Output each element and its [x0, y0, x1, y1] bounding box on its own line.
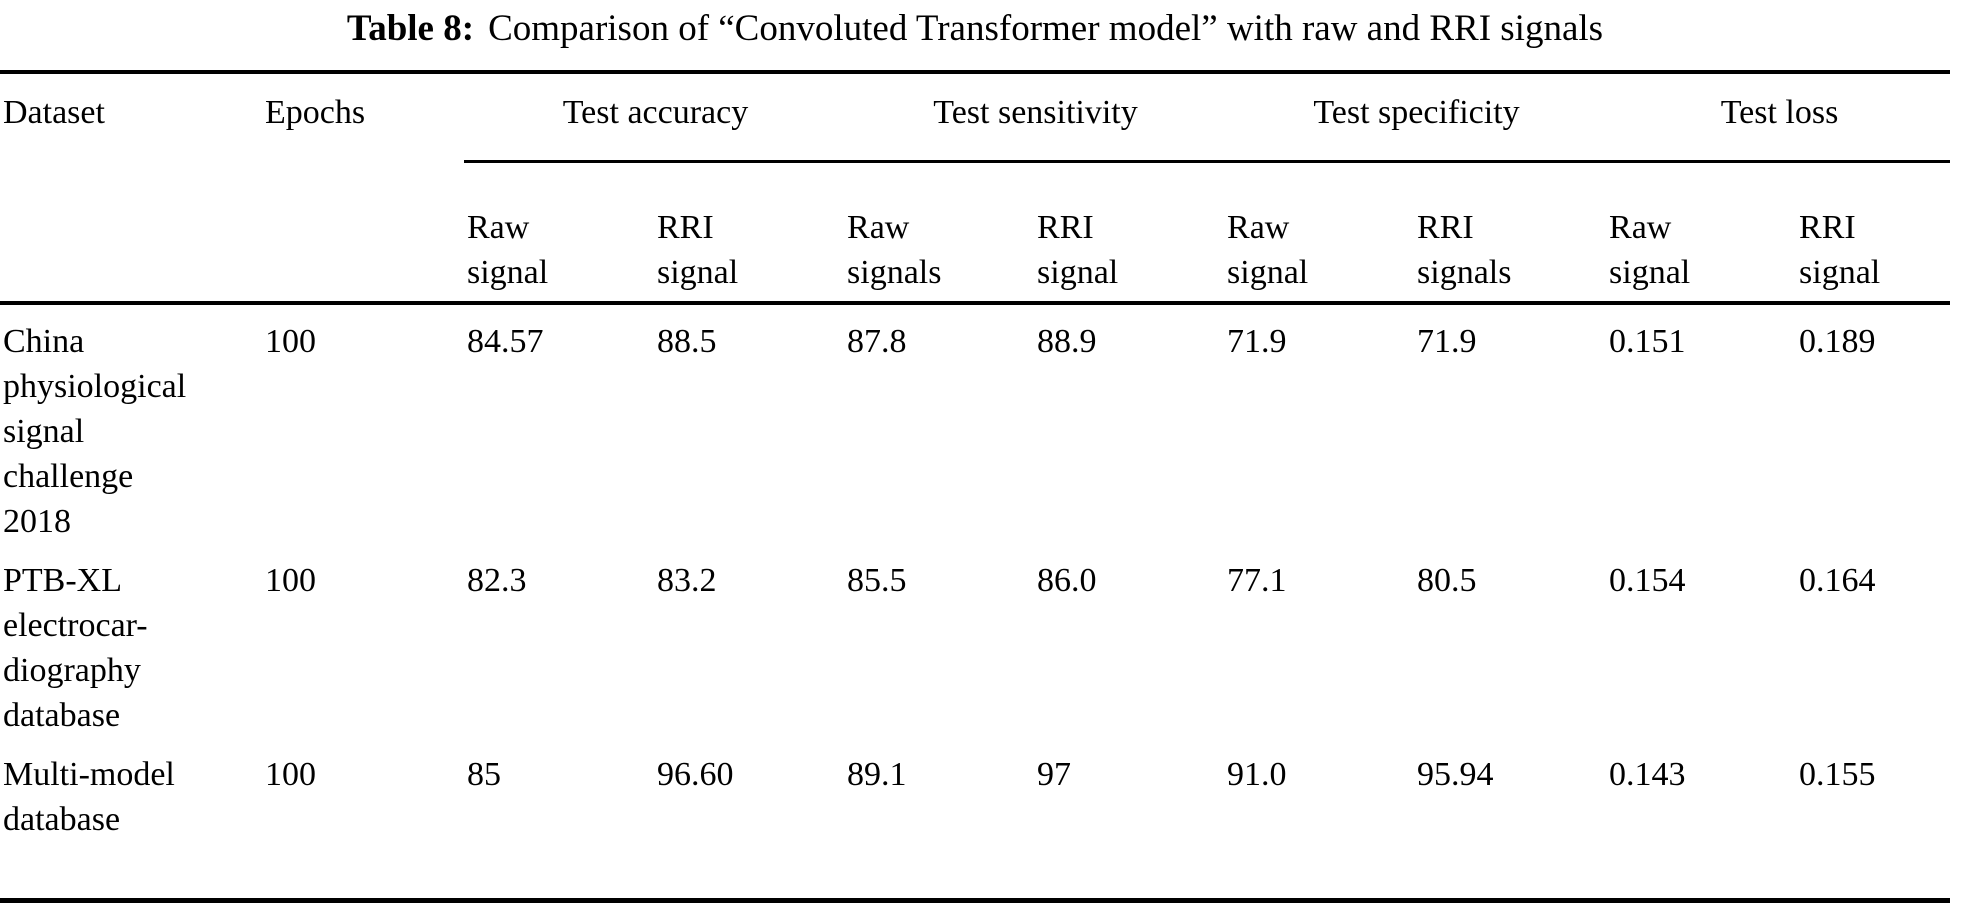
- table-caption: Table 8: Comparison of “Convoluted Transf…: [0, 6, 1950, 51]
- value-cell: 0.164: [1799, 562, 1876, 599]
- table-caption-text: Comparison of “Convoluted Transformer mo…: [488, 8, 1604, 49]
- value-cell: 85: [464, 738, 654, 903]
- value-cell: 87.8: [847, 323, 907, 360]
- value-cell: 0.151: [1609, 323, 1686, 360]
- col-header-epochs: Epochs: [262, 70, 464, 305]
- sub-header-specificity-rri: RRI signals: [1414, 161, 1607, 305]
- epochs-cell: 100: [265, 323, 316, 360]
- dataset-cell: China physiological signal challenge 201…: [3, 323, 187, 540]
- value-cell: 71.9: [1227, 323, 1287, 360]
- sub-header-sensitivity-rri: RRI signal: [1034, 161, 1225, 305]
- results-table: Dataset Epochs Test accuracy Test sensit…: [0, 70, 1951, 903]
- dataset-cell: PTB-XL electrocar- diography database: [3, 562, 148, 734]
- sub-header-accuracy-raw: Raw signal: [464, 161, 654, 305]
- group-header-test-accuracy: Test accuracy: [464, 70, 845, 163]
- value-cell: 95.94: [1414, 738, 1607, 903]
- value-cell: 80.5: [1417, 562, 1477, 599]
- epochs-cell: 100: [265, 562, 316, 599]
- value-cell: 0.189: [1799, 323, 1876, 360]
- value-cell: 71.9: [1417, 323, 1477, 360]
- group-header-row: Dataset Epochs Test accuracy Test sensit…: [0, 70, 1951, 305]
- dataset-cell: Multi-model database: [0, 738, 262, 903]
- epochs-cell: 100: [262, 738, 464, 903]
- table-caption-label: Table 8:: [346, 8, 475, 49]
- value-cell: 88.9: [1037, 323, 1097, 360]
- group-header-test-loss: Test loss: [1606, 70, 1951, 163]
- sub-header-accuracy-rri: RRI signal: [654, 161, 845, 305]
- value-cell: 82.3: [467, 562, 527, 599]
- value-cell: 91.0: [1224, 738, 1415, 903]
- value-cell: 96.60: [654, 738, 845, 903]
- value-cell: 0.143: [1606, 738, 1797, 903]
- paper-page: Table 8: Comparison of “Convoluted Transf…: [0, 6, 1951, 903]
- value-cell: 0.154: [1609, 562, 1686, 599]
- sub-header-sensitivity-raw: Raw signals: [844, 161, 1035, 305]
- group-header-test-specificity: Test specificity: [1224, 70, 1607, 163]
- value-cell: 85.5: [847, 562, 907, 599]
- value-cell: 0.155: [1796, 738, 1951, 903]
- value-cell: 88.5: [657, 323, 717, 360]
- sub-header-specificity-raw: Raw signal: [1224, 161, 1415, 305]
- value-cell: 77.1: [1227, 562, 1287, 599]
- table-row: Multi-model database 100 85 96.60 89.1 9…: [0, 738, 1951, 903]
- value-cell: 89.1: [844, 738, 1035, 903]
- table-row: PTB-XL electrocar- diography database 10…: [0, 544, 1950, 738]
- value-cell: 97: [1034, 738, 1225, 903]
- table-row: China physiological signal challenge 201…: [0, 303, 1950, 544]
- sub-header-loss-rri: RRI signal: [1796, 161, 1951, 305]
- sub-header-loss-raw: Raw signal: [1606, 161, 1797, 305]
- value-cell: 86.0: [1037, 562, 1097, 599]
- value-cell: 84.57: [467, 323, 544, 360]
- group-header-test-sensitivity: Test sensitivity: [844, 70, 1225, 163]
- sub-header-row: Raw signal RRI signal Raw signals RRI si…: [0, 161, 1951, 305]
- value-cell: 83.2: [657, 562, 717, 599]
- col-header-dataset: Dataset: [0, 70, 262, 305]
